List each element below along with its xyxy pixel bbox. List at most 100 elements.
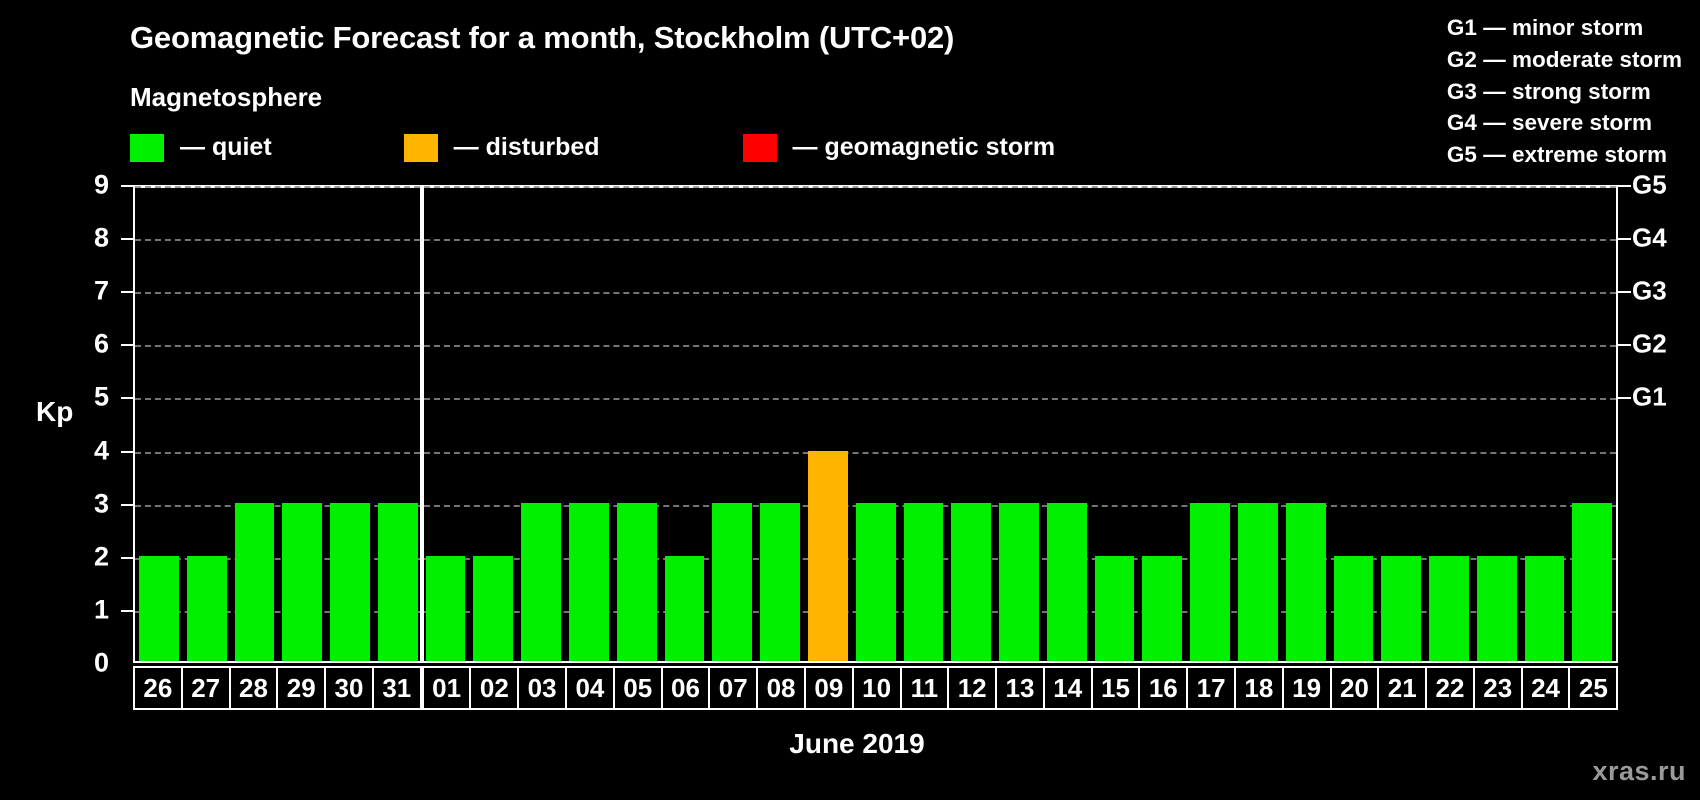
day-label-21[interactable]: 21 [1377, 666, 1428, 710]
y-axis-title: Kp [36, 396, 74, 427]
day-label-26[interactable]: 26 [133, 666, 183, 710]
bar-day-22[interactable] [1429, 555, 1469, 661]
bar-day-26[interactable] [139, 555, 179, 661]
bar-day-21[interactable] [1381, 555, 1422, 661]
y-tick-3 [121, 503, 133, 506]
g-tick-label-G1: G1 [1632, 381, 1667, 412]
g-scale-item-2: G2 — moderate storm [1446, 46, 1682, 72]
day-label-25[interactable]: 25 [1568, 666, 1619, 710]
orange-swatch [403, 133, 438, 162]
bar-day-25[interactable] [1572, 503, 1613, 661]
legend-item-geomagnetic-storm: — geomagnetic storm [742, 133, 1055, 162]
bar-day-20[interactable] [1333, 555, 1374, 661]
magnetosphere-label: Magnetosphere [130, 82, 323, 112]
month-separator [420, 185, 425, 661]
day-label-27[interactable]: 27 [180, 666, 231, 710]
bar-day-12[interactable] [951, 503, 992, 661]
legend-item-quiet: — quiet [130, 133, 272, 162]
bar-day-23[interactable] [1476, 555, 1517, 661]
bar-day-03[interactable] [521, 503, 562, 661]
day-label-03[interactable]: 03 [517, 666, 568, 710]
bar-cell [1473, 188, 1521, 661]
bar-day-15[interactable] [1094, 555, 1135, 661]
bar-cell [1043, 188, 1091, 661]
bar-cell [183, 188, 231, 661]
g-scale-item-4: G4 — severe storm [1446, 110, 1653, 136]
bar-day-16[interactable] [1142, 555, 1183, 661]
y-tick-8 [121, 238, 133, 241]
day-label-22[interactable]: 22 [1425, 666, 1475, 710]
day-label-10[interactable]: 10 [851, 666, 902, 710]
y-tick-5 [121, 397, 133, 400]
legend-label: — quiet [180, 133, 272, 161]
g-tick-G4 [1618, 238, 1631, 241]
y-tick-label-8: 8 [93, 222, 109, 253]
bar-day-24[interactable] [1524, 555, 1565, 661]
bar-day-08[interactable] [760, 503, 800, 661]
bar-day-28[interactable] [234, 503, 275, 661]
day-label-17[interactable]: 17 [1186, 666, 1236, 710]
day-label-31[interactable]: 31 [371, 666, 422, 710]
bar-day-19[interactable] [1285, 503, 1326, 661]
gridline-kp-7 [135, 292, 1616, 295]
day-label-12[interactable]: 12 [947, 666, 998, 710]
y-tick-label-5: 5 [93, 381, 109, 412]
day-label-23[interactable]: 23 [1472, 666, 1523, 710]
day-label-02[interactable]: 02 [469, 666, 520, 710]
bar-cell [995, 188, 1043, 661]
day-label-04[interactable]: 04 [565, 666, 615, 710]
y-tick-1 [121, 609, 133, 612]
day-label-19[interactable]: 19 [1281, 666, 1332, 710]
day-label-01[interactable]: 01 [419, 666, 472, 710]
legend-label: — disturbed [453, 133, 600, 161]
day-label-29[interactable]: 29 [276, 666, 327, 710]
day-label-15[interactable]: 15 [1090, 666, 1141, 710]
bar-cell [1091, 188, 1139, 661]
day-label-18[interactable]: 18 [1233, 666, 1284, 710]
bar-day-11[interactable] [903, 503, 944, 661]
y-tick-label-0: 0 [93, 647, 109, 678]
g-tick-label-G2: G2 [1632, 328, 1667, 359]
g-tick-G5 [1618, 185, 1631, 187]
day-label-05[interactable]: 05 [612, 666, 663, 710]
day-label-24[interactable]: 24 [1520, 666, 1571, 710]
bar-day-06[interactable] [664, 555, 705, 661]
day-label-06[interactable]: 06 [660, 666, 711, 710]
day-label-30[interactable]: 30 [324, 666, 374, 710]
day-label-28[interactable]: 28 [228, 666, 279, 710]
g-tick-label-G4: G4 [1632, 222, 1667, 253]
bar-day-02[interactable] [473, 555, 514, 661]
day-label-08[interactable]: 08 [756, 666, 806, 710]
x-axis-title: June 2019 [0, 728, 1700, 760]
x-axis-day-labels: 26 27 28 29 30 31 01 02 03 04 05 06 07 08 09 10 11 12 13 14… [133, 666, 1619, 710]
bar-day-18[interactable] [1237, 503, 1278, 661]
bar-cell [900, 188, 948, 661]
day-label-20[interactable]: 20 [1329, 666, 1380, 710]
bar-day-29[interactable] [282, 503, 323, 661]
bar-day-10[interactable] [855, 503, 896, 661]
day-label-14[interactable]: 14 [1042, 666, 1093, 710]
day-label-16[interactable]: 16 [1138, 666, 1189, 710]
day-label-13[interactable]: 13 [995, 666, 1045, 710]
day-label-11[interactable]: 11 [899, 666, 950, 710]
bar-day-30[interactable] [330, 503, 370, 661]
bar-day-01[interactable] [425, 555, 466, 661]
bar-day-31[interactable] [377, 503, 418, 661]
bar-day-05[interactable] [616, 503, 657, 661]
gridline-kp-5 [135, 398, 1616, 401]
bar-day-17[interactable] [1190, 503, 1230, 661]
bar-day-09[interactable] [807, 450, 848, 661]
bar-day-07[interactable] [712, 503, 753, 661]
day-label-09[interactable]: 09 [803, 666, 854, 710]
bar-cell [1568, 188, 1616, 661]
bar-day-27[interactable] [186, 555, 227, 661]
gridline-kp-9 [135, 186, 1616, 188]
bar-day-04[interactable] [569, 503, 609, 661]
bar-cell [804, 188, 852, 661]
g-tick-G2 [1618, 344, 1631, 347]
bar-day-13[interactable] [999, 503, 1039, 661]
bar-day-14[interactable] [1046, 503, 1087, 661]
day-label-07[interactable]: 07 [708, 666, 759, 710]
bar-cell [1186, 188, 1234, 661]
